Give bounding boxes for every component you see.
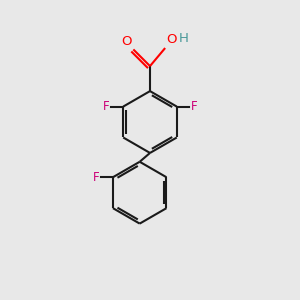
Text: H: H	[179, 32, 189, 45]
Text: F: F	[103, 100, 110, 113]
Text: O: O	[167, 33, 177, 46]
Text: F: F	[92, 171, 99, 184]
Text: O: O	[122, 35, 132, 48]
Text: F: F	[190, 100, 197, 113]
